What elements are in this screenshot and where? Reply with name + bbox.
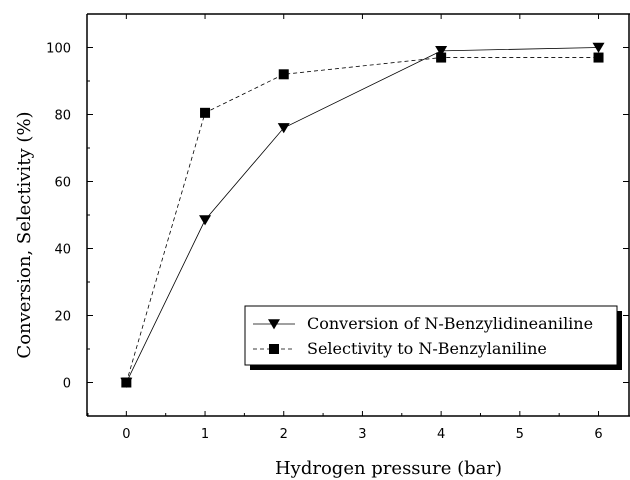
x-axis: 0 1 2 3 4 5 6 — [87, 14, 603, 442]
x-axis-title: Hydrogen pressure (bar) — [275, 458, 502, 479]
data-point — [199, 215, 212, 226]
legend-box — [244, 305, 618, 366]
data-point — [200, 107, 211, 118]
x-tick-label: 2 — [280, 427, 288, 442]
data-point — [278, 69, 289, 80]
data-point — [435, 46, 448, 57]
data-point — [121, 377, 132, 388]
data-point — [277, 123, 290, 134]
x-tick-label: 0 — [122, 427, 130, 442]
data-point — [592, 42, 605, 53]
y-tick-label: 60 — [54, 176, 71, 191]
series-layer — [120, 42, 605, 388]
x-tick-label: 3 — [358, 427, 366, 442]
y-tick-label: 20 — [54, 310, 71, 325]
x-tick-label: 5 — [516, 427, 524, 442]
legend-marker — [269, 344, 279, 354]
y-tick-label: 0 — [63, 377, 71, 392]
y-tick-label: 100 — [46, 42, 71, 57]
legend: Conversion of N-Benzylidineaniline Select… — [244, 305, 622, 370]
x-tick-label: 6 — [594, 427, 602, 442]
x-tick-label: 4 — [437, 427, 445, 442]
x-tick-label: 1 — [201, 427, 209, 442]
legend-label: Conversion of N-Benzylidineaniline — [307, 314, 593, 333]
legend-item: Conversion of N-Benzylidineaniline — [253, 314, 593, 333]
y-axis-title: Conversion, Selectivity (%) — [14, 111, 35, 358]
legend-label: Selectivity to N-Benzylaniline — [307, 339, 547, 358]
data-point — [436, 52, 447, 63]
y-tick-label: 80 — [54, 109, 71, 124]
data-point — [593, 52, 604, 63]
legend-item: Selectivity to N-Benzylaniline — [253, 339, 547, 358]
legend-items: Conversion of N-Benzylidineaniline Select… — [253, 314, 593, 358]
y-tick-label: 40 — [54, 243, 71, 258]
series-2 — [121, 52, 604, 388]
legend-marker — [268, 319, 280, 330]
y-axis: 0 20 40 60 80 100 — [46, 13, 629, 417]
